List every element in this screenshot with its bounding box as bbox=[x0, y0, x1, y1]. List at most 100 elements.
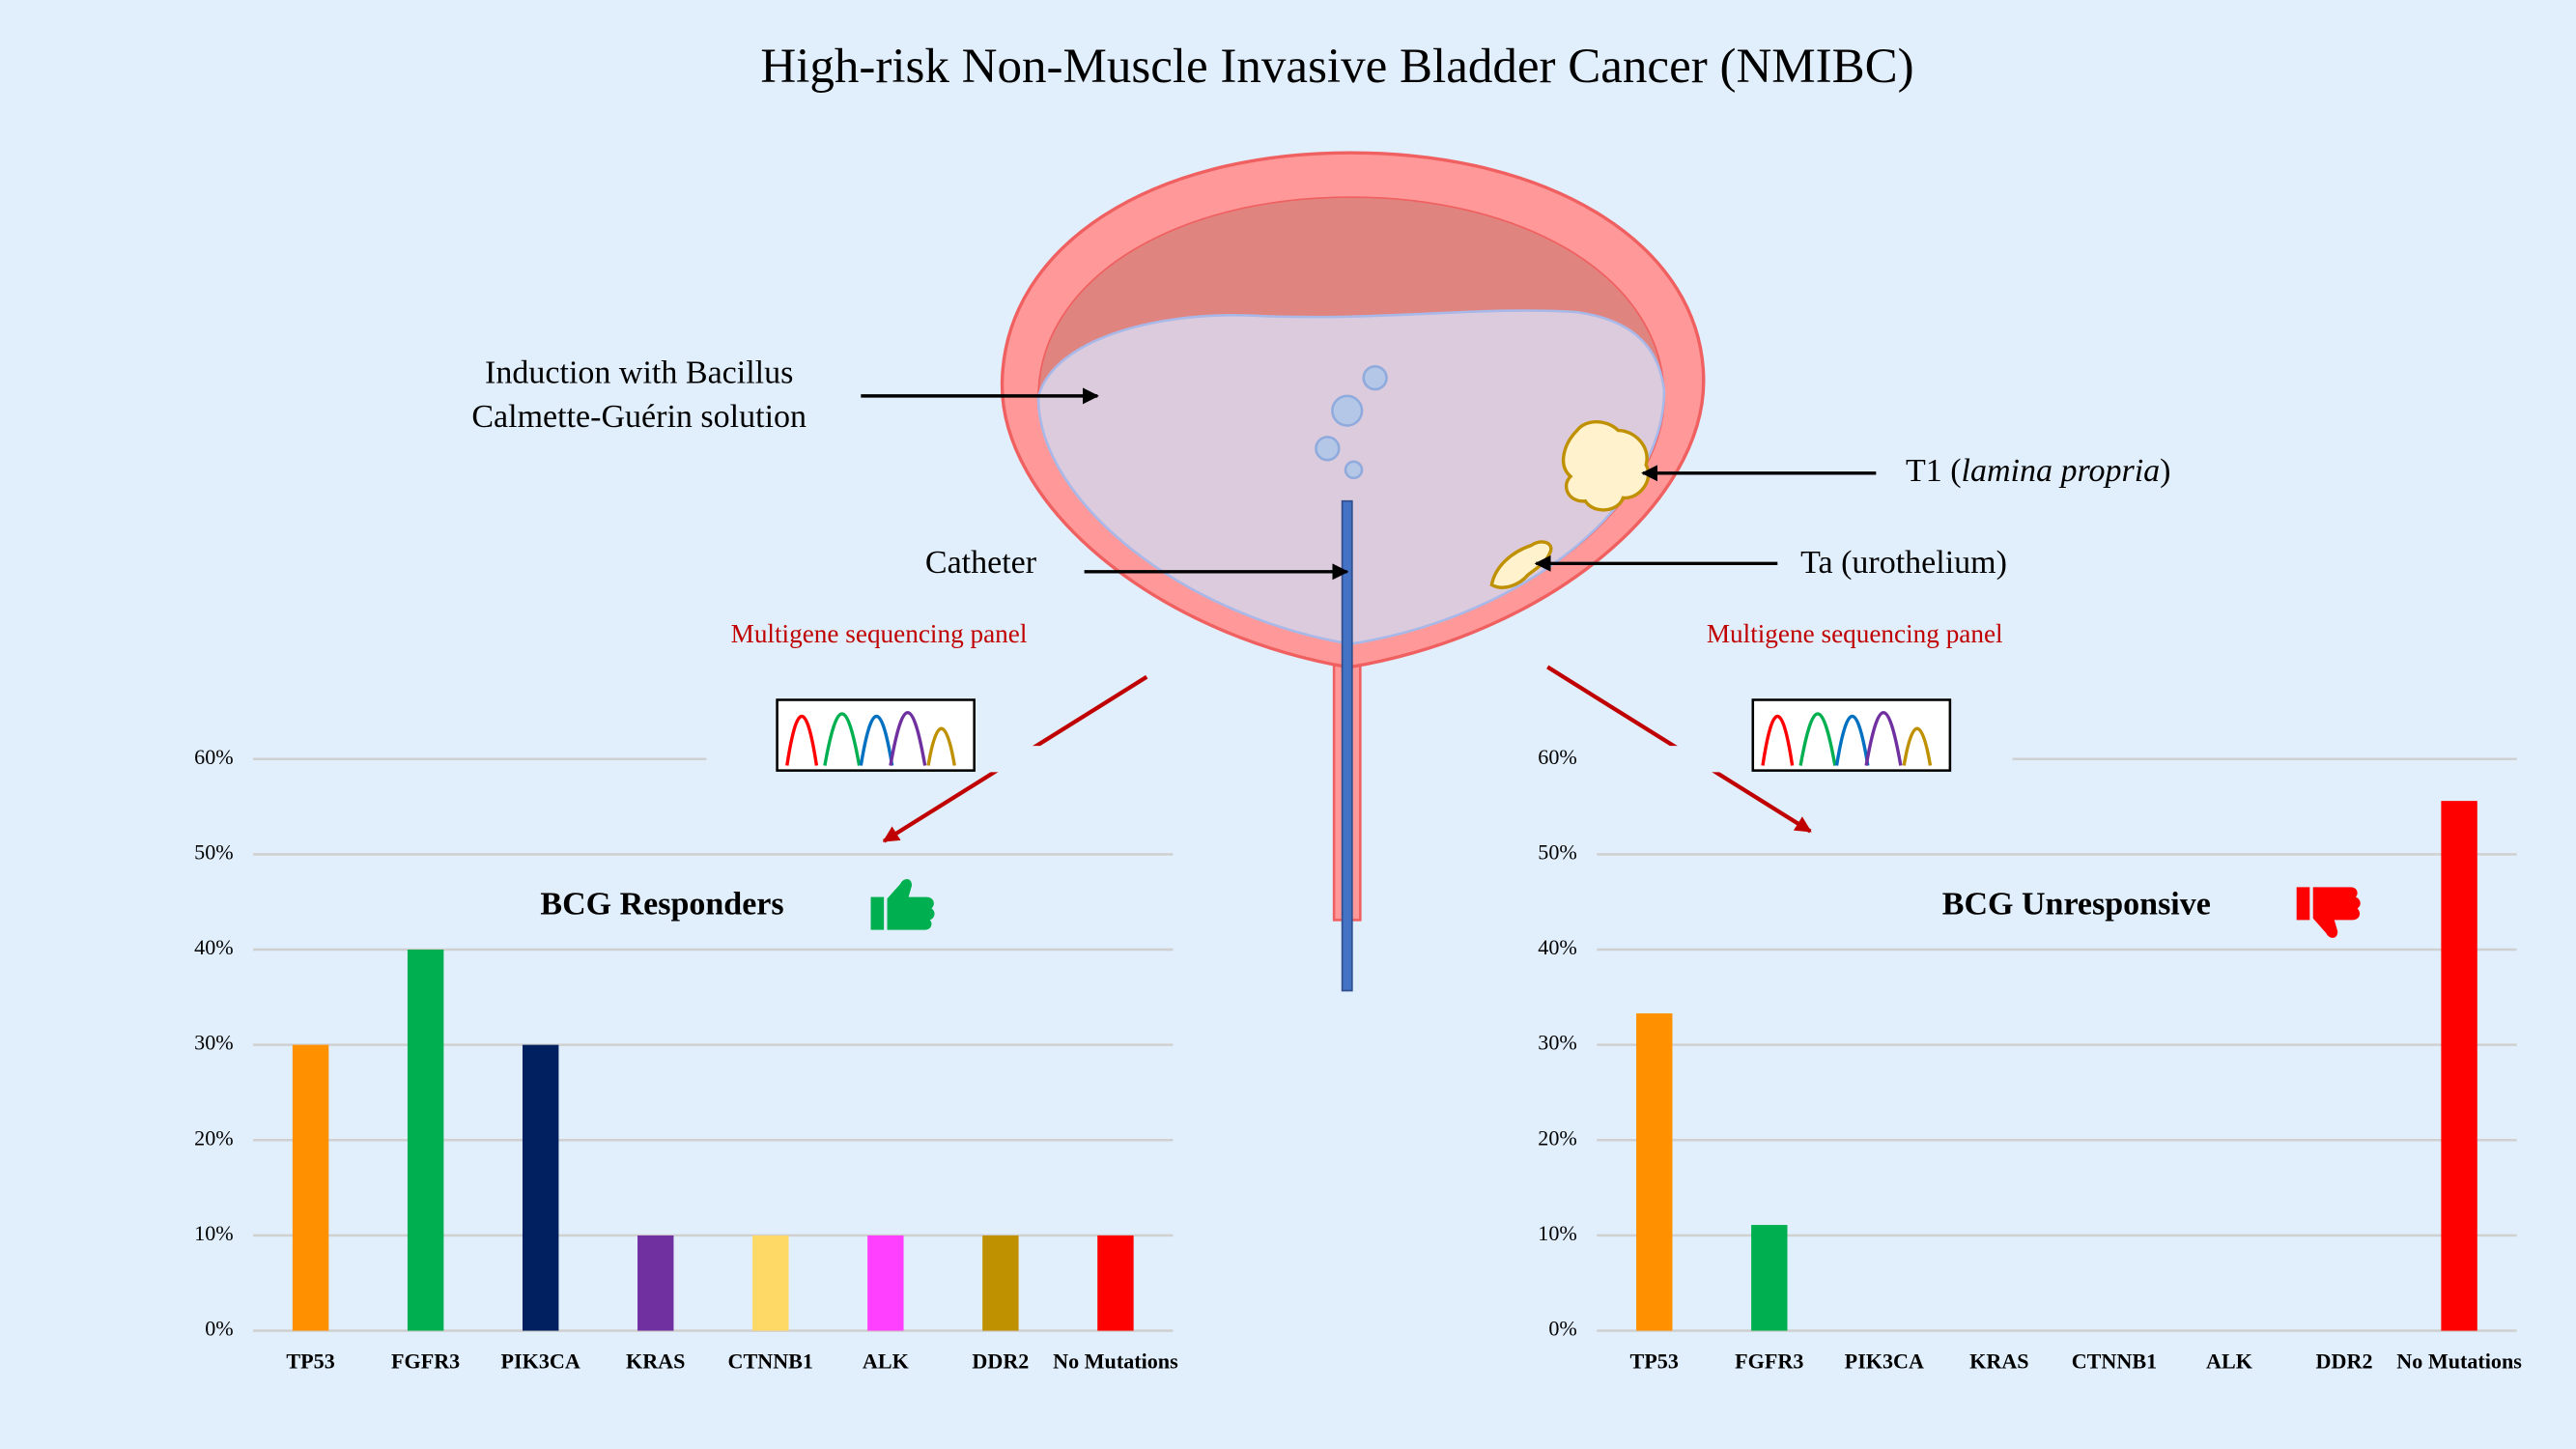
y-tick-label: 40% bbox=[1538, 935, 1577, 959]
t1-label-italic: lamina propria bbox=[1962, 453, 2161, 489]
y-tick-label: 60% bbox=[1538, 745, 1577, 769]
y-tick-label: 30% bbox=[194, 1031, 234, 1055]
y-tick-label: 10% bbox=[194, 1221, 234, 1245]
x-tick-label: ALK bbox=[862, 1349, 909, 1374]
catheter bbox=[1341, 499, 1353, 992]
chromatogram-box bbox=[1751, 698, 1952, 772]
bar bbox=[2441, 801, 2477, 1331]
bar bbox=[407, 949, 444, 1331]
ta-label: Ta (urothelium) bbox=[1800, 545, 2007, 581]
x-tick-label-box: PIK3CA bbox=[500, 1349, 580, 1374]
x-tick-label-box: FGFR3 bbox=[391, 1349, 461, 1374]
panel-label: Multigene sequencing panel bbox=[1706, 620, 2003, 649]
bar bbox=[867, 1235, 904, 1331]
y-tick-label: 60% bbox=[194, 745, 234, 769]
thumb-hand bbox=[2312, 887, 2361, 938]
x-tick-label: DDR2 bbox=[972, 1349, 1030, 1374]
t1-label-prefix: T1 ( bbox=[1906, 453, 1962, 489]
ta-tumor bbox=[1489, 540, 1553, 589]
bar bbox=[752, 1235, 789, 1331]
bar bbox=[1636, 1013, 1673, 1331]
x-tick-label: No Mutations bbox=[1053, 1349, 1178, 1374]
x-tick-label: FGFR3 bbox=[1735, 1349, 1804, 1374]
bar bbox=[1097, 1235, 1134, 1331]
t1-label-suffix: ) bbox=[2160, 453, 2170, 489]
panel-label: Multigene sequencing panel bbox=[730, 620, 1028, 649]
bladder-diagram bbox=[1000, 151, 1706, 992]
panel-label-box: Multigene sequencing panel bbox=[730, 620, 1028, 649]
x-tick-label: PIK3CA bbox=[500, 1349, 580, 1374]
bar bbox=[982, 1235, 1019, 1331]
charts: 0% 10% 20% 30% 40% 50% 60% TP53 FGFR3 PIK3CA KRAS C… bbox=[194, 745, 2522, 1374]
x-tick-label: CTNNB1 bbox=[727, 1349, 814, 1374]
x-tick-label-box: FGFR3 bbox=[1735, 1349, 1804, 1374]
thumb-cuff bbox=[870, 896, 885, 930]
bar bbox=[522, 1044, 559, 1331]
y-tick-label: 20% bbox=[194, 1125, 234, 1150]
y-tick-label: 50% bbox=[194, 839, 234, 864]
sequencing-panels: Multigene sequencing panel Multigene sequ… bbox=[730, 620, 2003, 772]
thumb-cuff bbox=[2296, 887, 2310, 921]
chromatogram-peak bbox=[1798, 712, 1837, 766]
bubbles bbox=[1315, 364, 1388, 480]
x-tick-label: TP53 bbox=[1629, 1349, 1679, 1374]
chromatogram-peak bbox=[889, 711, 927, 766]
chromatogram-peak bbox=[926, 726, 956, 766]
y-tick-label: 10% bbox=[1538, 1221, 1577, 1245]
x-tick-label: FGFR3 bbox=[391, 1349, 461, 1374]
bar-chart: 0% 10% 20% 30% 40% 50% 60% TP53 FGFR3 PIK3CA KRAS C… bbox=[194, 745, 1178, 1374]
page-title: High-risk Non-Muscle Invasive Bladder Ca… bbox=[760, 40, 1913, 94]
y-tick-label: 0% bbox=[1548, 1317, 1576, 1341]
bar bbox=[637, 1235, 674, 1331]
x-tick-label-box: No Mutations bbox=[2396, 1349, 2522, 1374]
x-tick-label: CTNNB1 bbox=[2071, 1349, 2158, 1374]
x-tick-label-box: No Mutations bbox=[1053, 1349, 1178, 1374]
x-tick-label-box: KRAS bbox=[626, 1349, 686, 1374]
x-tick-label-box: DDR2 bbox=[972, 1349, 1030, 1374]
x-tick-label-box: TP53 bbox=[286, 1349, 335, 1374]
chromatogram-peak bbox=[1761, 715, 1795, 766]
t1-tumor bbox=[1561, 419, 1651, 512]
x-tick-label: KRAS bbox=[626, 1349, 686, 1374]
x-tick-label: ALK bbox=[2206, 1349, 2252, 1374]
induction-label-box: Induction with Bacillus Calmette-Guérin … bbox=[471, 355, 807, 436]
y-tick-label: 0% bbox=[205, 1317, 233, 1341]
induction-label: Induction with Bacillus Calmette-Guérin … bbox=[471, 355, 807, 436]
chart-title: BCG Unresponsive bbox=[1942, 887, 2211, 923]
chromatogram-peak bbox=[859, 715, 894, 766]
x-tick-label-box: TP53 bbox=[1629, 1349, 1679, 1374]
x-tick-label: No Mutations bbox=[2396, 1349, 2522, 1374]
x-tick-label-box: ALK bbox=[2206, 1349, 2252, 1374]
thumb-hand bbox=[887, 879, 935, 930]
x-tick-label-box: DDR2 bbox=[2315, 1349, 2373, 1374]
y-tick-label: 30% bbox=[1538, 1031, 1577, 1055]
thumbs-down-icon bbox=[2296, 887, 2361, 938]
chromatogram-peak bbox=[1864, 711, 1903, 766]
chromatogram-peak bbox=[1834, 715, 1870, 766]
bar bbox=[1751, 1225, 1788, 1331]
t1-label: T1 (lamina propria) bbox=[1906, 453, 2171, 489]
thumbs-up-icon bbox=[870, 879, 935, 930]
x-tick-label-box: ALK bbox=[862, 1349, 909, 1374]
chromatogram-peak bbox=[785, 715, 819, 766]
x-tick-label: DDR2 bbox=[2315, 1349, 2373, 1374]
x-tick-label: KRAS bbox=[1969, 1349, 2029, 1374]
x-tick-label: PIK3CA bbox=[1844, 1349, 1924, 1374]
chromatogram-peak bbox=[1902, 726, 1933, 766]
chromatogram-peak bbox=[823, 712, 862, 766]
chromatogram-box bbox=[776, 698, 976, 772]
catheter-label: Catheter bbox=[925, 545, 1037, 581]
x-tick-label-box: CTNNB1 bbox=[2071, 1349, 2158, 1374]
panel-label-box: Multigene sequencing panel bbox=[1706, 620, 2003, 649]
y-tick-label: 20% bbox=[1538, 1125, 1577, 1150]
chart-title: BCG Responders bbox=[540, 887, 783, 923]
bar bbox=[292, 1044, 329, 1331]
x-tick-label-box: KRAS bbox=[1969, 1349, 2029, 1374]
x-tick-label: TP53 bbox=[286, 1349, 335, 1374]
x-tick-label-box: PIK3CA bbox=[1844, 1349, 1924, 1374]
x-tick-label-box: CTNNB1 bbox=[727, 1349, 814, 1374]
y-tick-label: 40% bbox=[194, 935, 234, 959]
y-tick-label: 50% bbox=[1538, 839, 1577, 864]
